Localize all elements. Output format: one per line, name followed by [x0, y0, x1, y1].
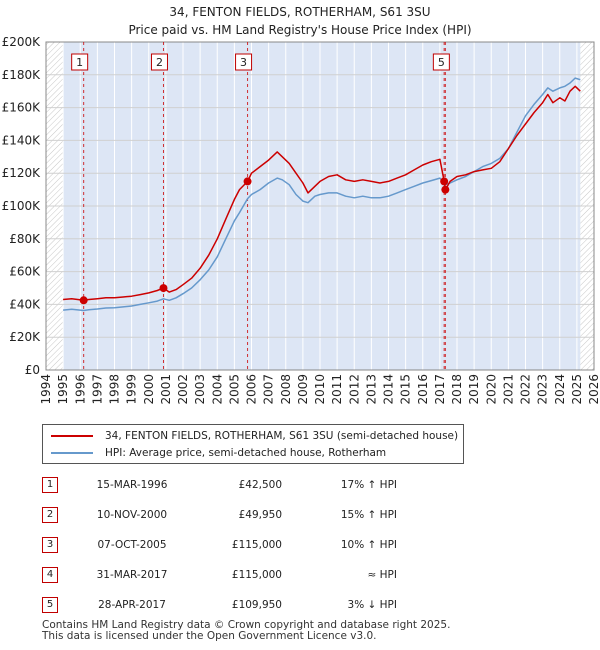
sale-box	[432, 53, 450, 71]
sale-hpi-relation: 3% ↓ HPI	[347, 599, 397, 611]
sale-box	[150, 53, 168, 71]
x-tick-label: 1994	[39, 374, 53, 405]
table-row: 3 07-OCT-2005 £115,000 10% ↑ HPI	[42, 530, 397, 560]
x-tick-label: 2026	[587, 374, 600, 405]
sale-number-badge: 2	[42, 507, 58, 523]
legend-item-price: 34, FENTON FIELDS, ROTHERHAM, S61 3SU (s…	[51, 428, 458, 444]
y-tick-label: £80K	[9, 232, 41, 246]
x-tick-label: 2008	[279, 374, 293, 405]
y-tick-label: £140K	[2, 133, 42, 147]
x-tick-label: 2000	[142, 374, 156, 405]
plot-frame	[45, 41, 595, 371]
x-tick-label: 2022	[519, 374, 533, 405]
x-tick-label: 2021	[501, 374, 515, 405]
x-tick-label: 2023	[536, 374, 550, 405]
sale-box-label: 5	[438, 56, 445, 69]
x-tick-label: 2010	[313, 374, 327, 405]
x-tick-label: 2007	[262, 374, 276, 405]
sale-hpi-relation: ≈ HPI	[367, 569, 397, 581]
sale-point	[159, 284, 168, 293]
sale-point	[441, 185, 450, 194]
footer-line-licence: This data is licensed under the Open Gov…	[42, 630, 377, 642]
legend-label-hpi: HPI: Average price, semi-detached house,…	[105, 447, 387, 459]
chart-legend: 34, FENTON FIELDS, ROTHERHAM, S61 3SU (s…	[42, 424, 464, 464]
x-tick-label: 2006	[245, 374, 259, 405]
y-tick-label: £0	[25, 363, 40, 377]
x-tick-label: 1999	[125, 374, 139, 405]
chart-subtitle: Price paid vs. HM Land Registry's House …	[128, 23, 472, 37]
chart-title: 34, FENTON FIELDS, ROTHERHAM, S61 3SU	[169, 5, 431, 19]
footer-notice: Contains HM Land Registry data © Crown c…	[42, 620, 450, 642]
y-tick-label: £200K	[2, 35, 42, 49]
y-tick-label: £60K	[9, 265, 41, 279]
x-tick-label: 2025	[570, 374, 584, 405]
sale-hpi-relation: 15% ↑ HPI	[340, 509, 397, 521]
x-tick-label: 2002	[176, 374, 190, 405]
x-tick-label: 2005	[227, 374, 241, 405]
y-tick-label: £120K	[2, 166, 42, 180]
sale-date: 07-OCT-2005	[97, 539, 167, 551]
footer-line-copyright: Contains HM Land Registry data © Crown c…	[42, 619, 451, 631]
x-tick-label: 2004	[210, 374, 224, 405]
y-tick-label: £20K	[9, 330, 41, 344]
x-tick-label: 1998	[108, 374, 122, 405]
x-tick-label: 2019	[467, 374, 481, 405]
legend-label-price: 34, FENTON FIELDS, ROTHERHAM, S61 3SU (s…	[105, 430, 459, 442]
table-row: 1 15-MAR-1996 £42,500 17% ↑ HPI	[42, 470, 397, 500]
x-tick-label: 1997	[90, 374, 104, 405]
x-tick-label: 2024	[553, 374, 567, 405]
x-tick-label: 2013	[364, 374, 378, 405]
y-tick-label: £40K	[9, 297, 41, 311]
y-tick-label: £160K	[2, 101, 42, 115]
sale-hpi-relation: 10% ↑ HPI	[340, 539, 397, 551]
sale-point	[243, 177, 252, 186]
sale-box-label: 1	[76, 56, 83, 69]
x-tick-label: 2017	[433, 374, 447, 405]
x-tick-label: 2016	[416, 374, 430, 405]
x-tick-label: 2011	[330, 374, 344, 405]
legend-item-hpi: HPI: Average price, semi-detached house,…	[51, 445, 386, 461]
sale-number-badge: 3	[42, 537, 58, 553]
sales-table: 1 15-MAR-1996 £42,500 17% ↑ HPI 2 10-NOV…	[42, 470, 397, 620]
table-row: 5 28-APR-2017 £109,950 3% ↓ HPI	[42, 590, 397, 620]
sale-box	[71, 53, 89, 71]
sale-box-label: 3	[240, 56, 247, 69]
y-tick-label: £100K	[2, 199, 42, 213]
x-tick-label: 2012	[347, 374, 361, 405]
sale-date: 10-NOV-2000	[96, 509, 168, 521]
table-row: 2 10-NOV-2000 £49,950 15% ↑ HPI	[42, 500, 397, 530]
legend-swatch-price	[51, 435, 93, 437]
sale-price: £115,000	[231, 569, 282, 581]
x-tick-label: 1995	[56, 374, 70, 405]
x-tick-label: 2018	[450, 374, 464, 405]
sale-date: 28-APR-2017	[98, 599, 166, 611]
sale-price: £115,000	[231, 539, 282, 551]
x-tick-label: 1996	[73, 374, 87, 405]
x-tick-label: 2020	[484, 374, 498, 405]
legend-swatch-hpi	[51, 452, 93, 454]
sale-price: £49,950	[238, 509, 282, 521]
sale-number-badge: 5	[42, 597, 58, 613]
x-tick-label: 2001	[159, 374, 173, 405]
sale-price: £109,950	[231, 599, 282, 611]
x-tick-label: 2014	[382, 374, 396, 405]
x-tick-label: 2015	[399, 374, 413, 405]
x-tick-label: 2003	[193, 374, 207, 405]
price-chart: £0 £20K £40K £60K £80K £100K £120K £140K £160K £1…	[2, 35, 600, 405]
sale-number-badge: 1	[42, 477, 58, 493]
sale-price: £42,500	[238, 479, 282, 491]
sale-box	[235, 53, 253, 71]
sale-point	[440, 177, 449, 186]
sale-number-badge: 4	[42, 567, 58, 583]
hpi-line	[63, 77, 581, 312]
sale-box-label: 2	[156, 56, 163, 69]
sale-hpi-relation: 17% ↑ HPI	[340, 479, 397, 491]
table-row: 4 31-MAR-2017 £115,000 ≈ HPI	[42, 560, 397, 590]
sale-date: 15-MAR-1996	[96, 479, 168, 491]
x-tick-label: 2009	[296, 374, 310, 405]
sale-date: 31-MAR-2017	[96, 569, 168, 581]
sale-point	[79, 296, 88, 305]
y-tick-label: £180K	[2, 68, 42, 82]
